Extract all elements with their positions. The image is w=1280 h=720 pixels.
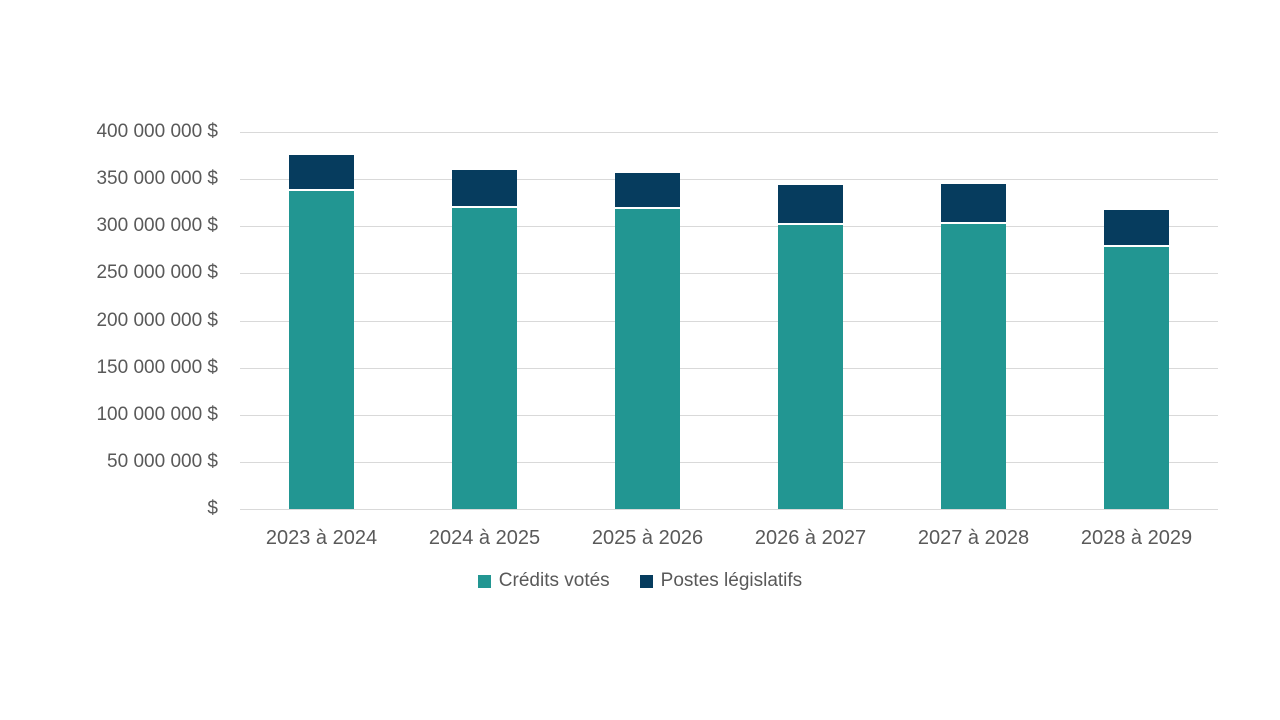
- y-gridline: [240, 461, 1218, 463]
- y-axis-tick-label: 400 000 000 $: [96, 121, 218, 142]
- legend-label: Crédits votés: [498, 570, 610, 591]
- x-axis-tick-label: 2024 à 2025: [428, 527, 541, 549]
- bar-segment-postes-legislatifs: [615, 172, 680, 208]
- y-axis-tick-label: 100 000 000 $: [96, 403, 218, 425]
- y-gridline: [240, 367, 1218, 369]
- y-axis-tick-label: 50 000 000 $: [107, 450, 218, 472]
- bar-group-2028-a-2029: [1104, 210, 1169, 509]
- y-gridline: [240, 179, 1218, 181]
- bar-group-2025-a-2026: [615, 172, 680, 509]
- bar-group-2024-a-2025: [452, 169, 517, 509]
- x-axis-tick-label: 2028 à 2029: [1080, 527, 1193, 549]
- y-gridline: [240, 320, 1218, 322]
- y-axis-tick-label: 350 000 000 $: [96, 168, 218, 190]
- y-gridline: [240, 226, 1218, 228]
- x-axis-line: [240, 509, 1218, 510]
- x-axis-tick-label: 2026 à 2027: [754, 527, 867, 549]
- y-gridline: [240, 414, 1218, 416]
- y-gridline: [240, 132, 1218, 133]
- y-axis-tick-label: 150 000 000 $: [96, 356, 218, 378]
- legend-item-credits-votes: Crédits votés: [477, 570, 610, 592]
- bar-group-2026-a-2027: [778, 184, 843, 509]
- y-axis-tick-label: 300 000 000 $: [96, 215, 218, 237]
- legend-item-postes-legislatifs: Postes législatifs: [639, 570, 803, 592]
- chart-legend: Crédits votés Postes législatifs: [0, 570, 1280, 592]
- plot-area: [240, 132, 1218, 510]
- bar-group-2023-a-2024: [289, 154, 354, 509]
- y-axis-tick-label: $: [207, 498, 218, 519]
- legend-swatch-icon: [639, 574, 653, 588]
- x-axis-tick-label: 2023 à 2024: [265, 527, 378, 549]
- legend-swatch-icon: [477, 574, 491, 588]
- y-axis-tick-label: 250 000 000 $: [96, 262, 218, 284]
- bar-group-2027-a-2028: [941, 183, 1006, 509]
- bar-segment-postes-legislatifs: [778, 184, 843, 224]
- bar-segment-postes-legislatifs: [1104, 210, 1169, 246]
- bar-segment-postes-legislatifs: [289, 154, 354, 189]
- x-axis-tick-label: 2027 à 2028: [917, 527, 1030, 549]
- bar-segment-credits-votes: [941, 221, 1006, 509]
- bar-segment-postes-legislatifs: [452, 169, 517, 207]
- y-axis-tick-label: 200 000 000 $: [96, 309, 218, 331]
- bar-segment-credits-votes: [615, 207, 680, 509]
- bar-segment-credits-votes: [289, 188, 354, 509]
- bar-segment-credits-votes: [778, 223, 843, 509]
- bar-segment-credits-votes: [452, 206, 517, 509]
- y-gridline: [240, 273, 1218, 275]
- x-axis-tick-label: 2025 à 2026: [591, 527, 704, 549]
- bar-segment-postes-legislatifs: [941, 183, 1006, 222]
- legend-label: Postes législatifs: [660, 570, 803, 591]
- bar-segment-credits-votes: [1104, 245, 1169, 509]
